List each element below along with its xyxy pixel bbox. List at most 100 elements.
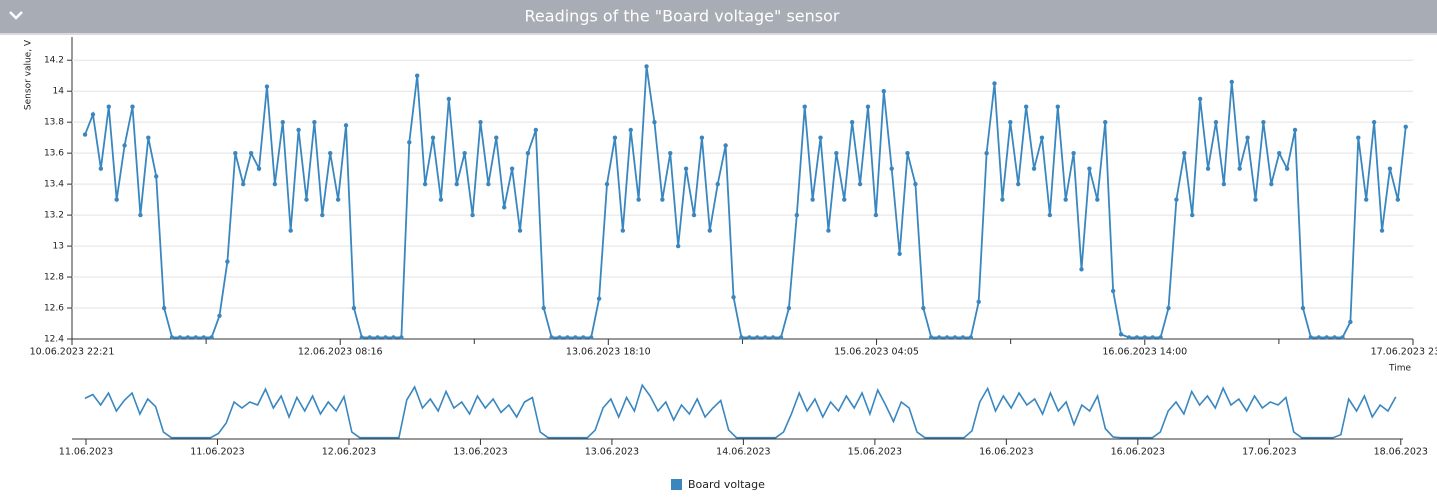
data-point	[114, 197, 119, 202]
data-point	[1087, 166, 1092, 171]
data-point	[486, 181, 491, 187]
collapse-chevron[interactable]	[9, 11, 23, 20]
data-point	[494, 135, 499, 140]
navigator-tick-label: 12.06.2023	[322, 447, 376, 458]
data-point	[82, 132, 88, 137]
data-point	[146, 135, 151, 140]
data-point	[1379, 228, 1385, 233]
data-point	[842, 197, 847, 202]
data-point	[802, 104, 807, 109]
y-tick-label: 13.8	[44, 118, 64, 128]
data-point	[509, 166, 515, 171]
y-axis-label: Sensor value, V	[24, 39, 34, 110]
x-tick-label: 15.06.2023 04:05	[834, 347, 919, 358]
data-point	[1166, 305, 1171, 311]
data-point	[1261, 119, 1266, 125]
data-point	[272, 181, 278, 187]
data-point	[478, 119, 483, 125]
data-point	[581, 335, 586, 340]
data-point	[810, 197, 815, 202]
data-point	[375, 335, 380, 340]
data-point	[367, 335, 372, 340]
data-point	[628, 127, 633, 133]
data-point	[1269, 181, 1274, 187]
data-point	[1324, 335, 1329, 340]
data-point	[1126, 335, 1132, 340]
data-point	[620, 228, 626, 233]
x-tick-label: 16.06.2023 14:00	[1102, 347, 1187, 358]
x-tick-label: 12.06.2023 08:16	[298, 347, 383, 358]
data-point	[470, 212, 475, 218]
legend-swatch	[671, 479, 682, 490]
data-point	[794, 212, 800, 218]
y-tick-label: 14	[53, 87, 65, 97]
data-point	[604, 181, 610, 187]
legend-label[interactable]: Board voltage	[688, 478, 765, 491]
data-point	[921, 305, 926, 311]
data-point	[312, 119, 317, 125]
data-point	[834, 150, 839, 156]
data-point	[699, 135, 705, 140]
data-point	[1229, 79, 1234, 85]
data-point	[1308, 335, 1314, 340]
data-point	[723, 143, 728, 148]
data-point	[1197, 96, 1203, 102]
data-point	[747, 335, 752, 340]
data-point	[849, 119, 855, 125]
data-point	[660, 197, 665, 202]
data-point	[1174, 197, 1179, 202]
data-point	[1134, 335, 1140, 340]
data-point	[217, 313, 222, 318]
data-point	[1253, 197, 1258, 202]
data-point	[857, 181, 863, 187]
data-point	[1182, 150, 1187, 156]
data-point	[462, 150, 467, 156]
data-point	[596, 296, 602, 301]
data-point	[1332, 335, 1337, 340]
data-point	[865, 104, 871, 109]
data-point	[225, 259, 230, 264]
data-point	[351, 305, 357, 311]
data-point	[138, 212, 143, 218]
data-point	[1205, 166, 1211, 171]
data-point	[549, 335, 554, 340]
data-point	[873, 212, 879, 218]
data-point	[612, 135, 618, 140]
data-point	[731, 294, 736, 300]
data-point	[1039, 135, 1045, 140]
data-point	[897, 251, 902, 257]
series-line	[84, 66, 1407, 339]
data-point	[668, 150, 673, 156]
data-point	[169, 335, 175, 340]
data-point	[130, 104, 135, 109]
navigator-tick-label: 11.06.2023	[190, 447, 244, 458]
data-point	[818, 135, 823, 140]
data-point	[320, 212, 325, 218]
data-point	[399, 335, 404, 340]
navigator-tick-label: 16.06.2023	[1111, 447, 1165, 458]
data-point	[407, 140, 412, 145]
data-point	[952, 335, 958, 340]
navigator-tick-label: 15.06.2023	[848, 447, 902, 458]
data-point	[1095, 197, 1100, 202]
data-point	[1110, 288, 1116, 294]
data-point	[525, 150, 531, 156]
data-point	[1364, 197, 1369, 202]
data-point	[1300, 305, 1306, 311]
data-point	[683, 166, 689, 171]
y-tick-label: 13.6	[44, 149, 64, 159]
data-point	[1277, 150, 1282, 156]
data-point	[1403, 124, 1408, 130]
data-point	[1008, 119, 1013, 125]
data-point	[762, 335, 768, 340]
data-point	[557, 335, 562, 340]
data-point	[755, 335, 760, 340]
data-point	[976, 299, 981, 305]
data-point	[1063, 197, 1068, 202]
data-point	[517, 228, 523, 233]
data-point	[1387, 166, 1393, 171]
navigator-tick-label: 11.06.2023	[59, 447, 113, 458]
data-point	[241, 181, 246, 187]
data-point	[1023, 104, 1029, 109]
